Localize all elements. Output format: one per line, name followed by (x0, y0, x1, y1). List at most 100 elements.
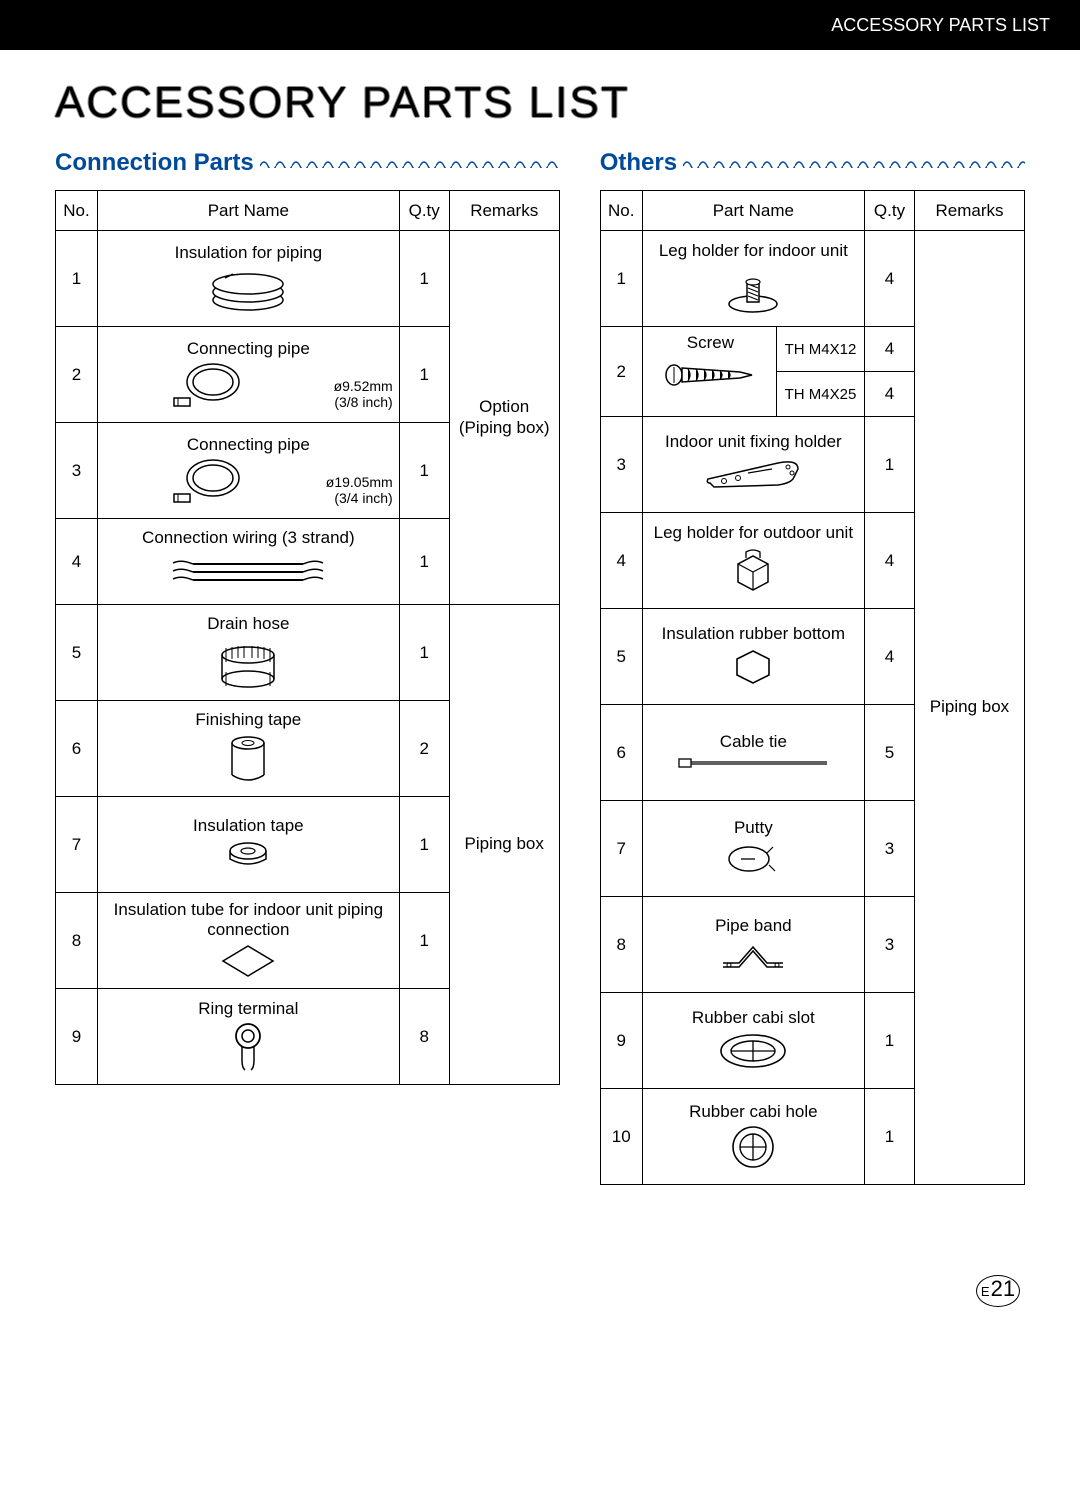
part-name: Connecting pipe (98, 339, 399, 359)
cell-part: Pipe band (642, 897, 864, 993)
cell-no: 5 (56, 605, 98, 701)
cell-no: 6 (56, 701, 98, 797)
cell-no: 5 (600, 609, 642, 705)
part-name: Leg holder for outdoor unit (643, 523, 864, 543)
cell-qty: 1 (399, 423, 449, 519)
screw-icon (653, 355, 768, 395)
drain-hose-icon (98, 635, 399, 691)
cell-qty: 1 (399, 605, 449, 701)
table-header-row: No. Part Name Q.ty Remarks (600, 191, 1024, 231)
cell-no: 4 (56, 519, 98, 605)
col-qty: Q.ty (399, 191, 449, 231)
cell-no: 6 (600, 705, 642, 801)
part-name: Cable tie (643, 732, 864, 752)
cell-part: Connecting pipe (98, 423, 400, 519)
cell-no: 3 (600, 417, 642, 513)
cell-part: Drain hose (98, 605, 400, 701)
cell-qty: 4 (865, 372, 915, 417)
cell-qty: 1 (865, 1089, 915, 1185)
col-part: Part Name (642, 191, 864, 231)
leg-holder-indoor-icon (643, 262, 864, 316)
page-prefix: E (981, 1284, 990, 1299)
part-sub1: ø19.05mm (319, 475, 399, 490)
part-name: Putty (643, 818, 864, 838)
cell-no: 1 (600, 231, 642, 327)
cell-part: Insulation for piping (98, 231, 400, 327)
cell-remarks: Option (Piping box) (449, 231, 559, 605)
pipe-icon (98, 360, 319, 410)
cell-part: Insulation tape (98, 797, 400, 893)
cell-part: Putty (642, 801, 864, 897)
cell-no: 2 (600, 327, 642, 417)
part-name: Connection wiring (3 strand) (98, 528, 399, 548)
screw-label-a: TH M4X12 (777, 327, 864, 372)
cabi-hole-icon (643, 1123, 864, 1171)
part-name: Insulation for piping (98, 243, 399, 263)
part-name: Indoor unit fixing holder (643, 432, 864, 452)
cell-no: 2 (56, 327, 98, 423)
part-name: Leg holder for indoor unit (643, 241, 864, 261)
part-name: Insulation tube for indoor unit piping c… (98, 900, 399, 939)
cell-qty: 2 (399, 701, 449, 797)
part-sub2: (3/8 inch) (319, 395, 399, 410)
cell-part: Finishing tape (98, 701, 400, 797)
cell-qty: 1 (865, 993, 915, 1089)
col-no: No. (56, 191, 98, 231)
putty-icon (643, 839, 864, 879)
cell-no: 7 (56, 797, 98, 893)
connection-parts-section: Connection Parts No. Part Name Q.ty Rema… (55, 146, 560, 1185)
part-name: Insulation tape (98, 816, 399, 836)
header-tab-label: ACCESSORY PARTS LIST (831, 15, 1050, 36)
cell-part: Insulation tube for indoor unit piping c… (98, 893, 400, 989)
table-row: 5 Drain hose (56, 605, 560, 701)
part-name: Drain hose (98, 614, 399, 634)
part-name: Rubber cabi hole (643, 1102, 864, 1122)
cell-remarks: Piping box (449, 605, 559, 1085)
cell-part: Connecting pipe (98, 327, 400, 423)
cell-qty: 1 (399, 519, 449, 605)
cell-qty: 1 (399, 893, 449, 989)
screw-label-b: TH M4X25 (777, 372, 864, 416)
remarks-text: Piping box (930, 697, 1009, 716)
cell-qty: 4 (865, 231, 915, 327)
cell-qty: 1 (399, 327, 449, 423)
remarks-text: Piping box (465, 834, 544, 853)
table-row: 1 Leg holder for indoor unit (600, 231, 1024, 327)
cell-no: 10 (600, 1089, 642, 1185)
cell-no: 8 (600, 897, 642, 993)
cell-no: 1 (56, 231, 98, 327)
page-num-value: 21 (991, 1276, 1015, 1302)
fixing-holder-icon (643, 453, 864, 497)
page-number: E21 (976, 1275, 1020, 1307)
part-sub1: ø9.52mm (319, 379, 399, 394)
cell-qty: 1 (399, 231, 449, 327)
page-number-wrap: E21 (0, 1225, 1080, 1337)
header-tab: ACCESSORY PARTS LIST (0, 0, 1080, 50)
cell-part: Connection wiring (3 strand) (98, 519, 400, 605)
pipe-band-icon (643, 937, 864, 973)
hexagon-icon (643, 645, 864, 689)
cell-no: 9 (56, 989, 98, 1085)
cell-qty: 1 (865, 417, 915, 513)
ring-terminal-icon (98, 1020, 399, 1074)
col-remarks: Remarks (915, 191, 1025, 231)
cell-qty: 1 (399, 797, 449, 893)
coil-icon (98, 264, 399, 314)
cell-part: Ring terminal (98, 989, 400, 1085)
finishing-tape-icon (98, 731, 399, 787)
table-row: 1 Insulation for piping 1 (56, 231, 560, 327)
cell-no: 4 (600, 513, 642, 609)
part-sub2: (3/4 inch) (319, 491, 399, 506)
pipe-icon (98, 456, 319, 506)
others-parts-table: No. Part Name Q.ty Remarks 1 Leg holder … (600, 190, 1025, 1185)
cell-no: 8 (56, 893, 98, 989)
tube-icon (98, 941, 399, 981)
col-remarks: Remarks (449, 191, 559, 231)
cell-no: 9 (600, 993, 642, 1089)
part-name: Insulation rubber bottom (643, 624, 864, 644)
wire-icon (98, 549, 399, 595)
part-name: Finishing tape (98, 710, 399, 730)
cell-part: Insulation rubber bottom (642, 609, 864, 705)
cell-part: Cable tie (642, 705, 864, 801)
part-name: Pipe band (643, 916, 864, 936)
